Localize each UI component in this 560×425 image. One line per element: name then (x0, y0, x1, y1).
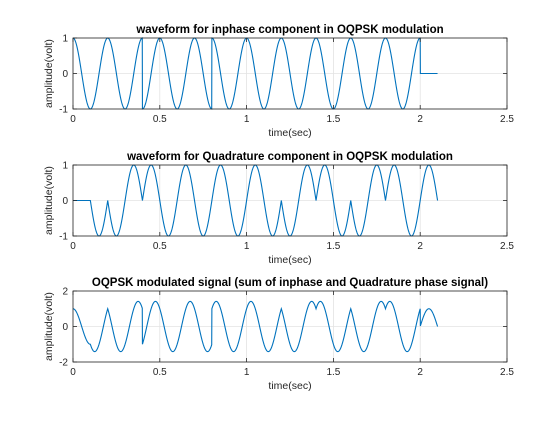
x-tick-label: 2 (417, 114, 423, 125)
x-tick-label: 1 (244, 241, 250, 252)
y-tick-label: -1 (59, 105, 68, 116)
y-tick-label: -1 (59, 232, 68, 243)
x-tick-label: 1.5 (326, 367, 340, 378)
chart-title: OQPSK modulated signal (sum of inphase a… (92, 277, 488, 289)
series-line (73, 37, 438, 110)
y-tick-label: 0 (62, 322, 68, 333)
y-tick-label: 0 (62, 196, 68, 207)
x-axis-label: time(sec) (268, 380, 311, 392)
x-tick-label: 2.5 (500, 241, 514, 252)
y-axis-label: amplitude(volt) (43, 292, 55, 361)
chart-title: waveform for inphase component in OQPSK … (135, 24, 443, 36)
x-tick-label: 1 (244, 367, 250, 378)
x-tick-label: 2.5 (500, 114, 514, 125)
y-tick-label: -2 (59, 358, 68, 369)
x-tick-label: 1.5 (326, 114, 340, 125)
x-axis-label: time(sec) (268, 127, 311, 139)
x-tick-label: 0 (70, 114, 76, 125)
x-tick-label: 0.5 (153, 367, 167, 378)
y-tick-label: 1 (62, 34, 68, 45)
x-tick-label: 0 (70, 241, 76, 252)
modulated-signal-panel: OQPSK modulated signal (sum of inphase a… (43, 277, 514, 392)
y-axis-label: amplitude(volt) (43, 39, 55, 108)
x-tick-label: 2 (417, 241, 423, 252)
y-axis-label: amplitude(volt) (43, 166, 55, 235)
y-tick-label: 2 (62, 287, 68, 298)
x-tick-label: 1.5 (326, 241, 340, 252)
series-line (73, 300, 439, 353)
y-tick-label: 1 (62, 161, 68, 172)
chart-title: waveform for Quadrature component in OQP… (126, 151, 453, 163)
x-tick-label: 0.5 (153, 241, 167, 252)
quadrature-panel: waveform for Quadrature component in OQP… (43, 151, 514, 266)
x-axis-label: time(sec) (268, 254, 311, 266)
inphase-panel: waveform for inphase component in OQPSK … (43, 24, 514, 139)
x-tick-label: 1 (244, 114, 250, 125)
x-tick-label: 2 (417, 367, 423, 378)
y-tick-label: 0 (62, 69, 68, 80)
x-tick-label: 0 (70, 367, 76, 378)
x-tick-label: 0.5 (153, 114, 167, 125)
x-tick-label: 2.5 (500, 367, 514, 378)
